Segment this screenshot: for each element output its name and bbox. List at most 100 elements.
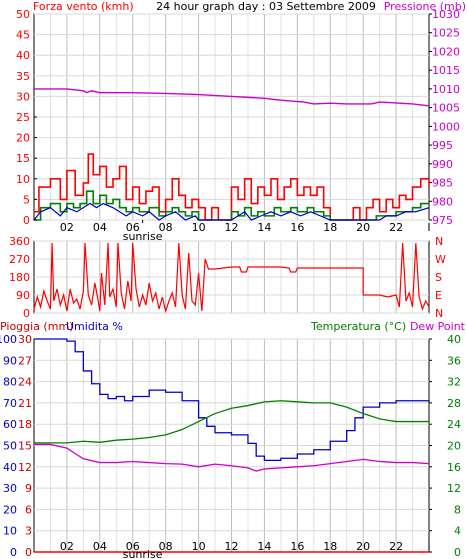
- temperature-y-tick-label: 16: [447, 461, 461, 474]
- humidity-y-tick-label: 100: [0, 333, 17, 346]
- rain-y-tick-label: 24: [18, 376, 32, 389]
- x-tick-label: 06: [126, 221, 140, 234]
- x-tick-label: 12: [225, 540, 239, 553]
- x-tick-label: 10: [192, 540, 206, 553]
- wind-y-tick-label: 50: [16, 8, 30, 21]
- rain-y-tick-label: 21: [18, 397, 32, 410]
- temperature-y-tick-label: 36: [447, 354, 461, 367]
- x-tick-label: 16: [290, 540, 304, 553]
- x-tick-label: 04: [93, 221, 107, 234]
- rain-y-tick-label: 30: [18, 333, 32, 346]
- x-tick-label: I: [427, 540, 430, 553]
- wind-y-tick-label: 0: [23, 214, 30, 227]
- tick-labels-layer: 0510152025303540455097598098599099510001…: [0, 8, 461, 559]
- pressure-y-tick-label: 1015: [432, 64, 460, 77]
- rain-y-tick-label: 15: [18, 440, 32, 453]
- humidity-y-tick-label: 30: [3, 482, 17, 495]
- temperature-title: Temperatura (°C): [310, 320, 406, 333]
- humidity-y-tick-label: 10: [3, 525, 17, 538]
- wind-y-tick-label: 30: [16, 90, 30, 103]
- wind-direction-line: [33, 242, 430, 314]
- x-tick-label: 08: [159, 221, 173, 234]
- wind-y-tick-label: 10: [16, 173, 30, 186]
- wind-y-tick-label: 15: [16, 152, 30, 165]
- pressure-y-tick-label: 1000: [432, 120, 460, 133]
- direction-y-tick-label: 180: [9, 271, 30, 284]
- humidity-y-tick-label: 50: [3, 440, 17, 453]
- x-tick-label: I: [427, 221, 430, 234]
- pressure-line: [34, 88, 430, 107]
- dewpoint-title: Dew Point: [410, 320, 466, 333]
- compass-label: N: [435, 307, 443, 320]
- humidity-y-tick-label: 20: [3, 503, 17, 516]
- x-tick-label: 02: [60, 540, 74, 553]
- pressure-y-tick-label: 1030: [432, 8, 460, 21]
- rain-y-tick-label: 3: [25, 525, 32, 538]
- pressure-y-tick-label: 995: [432, 139, 453, 152]
- temperature-y-tick-label: 40: [447, 333, 461, 346]
- wind-y-tick-label: 5: [23, 193, 30, 206]
- x-tick-label: 10: [192, 221, 206, 234]
- direction-y-tick-label: 90: [16, 289, 30, 302]
- pressure-y-tick-label: 1020: [432, 45, 460, 58]
- wind-avg-line: [33, 202, 430, 221]
- dewpoint-line: [34, 443, 430, 472]
- temperature-y-tick-label: 24: [447, 418, 461, 431]
- series-layer: [33, 88, 430, 553]
- pressure-y-tick-label: 1005: [432, 102, 460, 115]
- direction-y-tick-label: 0: [23, 307, 30, 320]
- temperature-y-tick-label: 8: [454, 503, 461, 516]
- x-tick-label: 08: [159, 540, 173, 553]
- wind-y-tick-label: 20: [16, 132, 30, 145]
- compass-label: W: [435, 253, 446, 266]
- x-tick-label: 20: [356, 540, 370, 553]
- humidity-y-tick-label: 60: [3, 418, 17, 431]
- compass-label: N: [435, 235, 443, 248]
- temperature-y-tick-label: 32: [447, 376, 461, 389]
- pressure-y-tick-label: 990: [432, 158, 453, 171]
- temperature-line: [34, 400, 429, 444]
- temperature-y-tick-label: 28: [447, 397, 461, 410]
- x-tick-label: 02: [60, 221, 74, 234]
- wind-y-tick-label: 35: [16, 70, 30, 83]
- direction-y-tick-label: 270: [9, 253, 30, 266]
- wind-y-tick-label: 40: [16, 49, 30, 62]
- rain-y-tick-label: 6: [25, 503, 32, 516]
- temperature-y-tick-label: 12: [447, 482, 461, 495]
- rain-y-tick-label: 0: [25, 546, 32, 559]
- humidity-y-tick-label: 70: [3, 397, 17, 410]
- wind-title: Forza vento (kmh): [33, 0, 134, 13]
- rain-y-tick-label: 12: [18, 461, 32, 474]
- humidity-y-tick-label: 90: [3, 354, 17, 367]
- direction-y-tick-label: 360: [9, 235, 30, 248]
- x-tick-label: 14: [257, 540, 271, 553]
- wind-speed-line: [34, 190, 429, 221]
- sunrise-label: sunrise: [123, 230, 163, 243]
- pressure-y-tick-label: 980: [432, 195, 453, 208]
- x-tick-label: 06: [126, 540, 140, 553]
- x-tick-label: 14: [257, 221, 271, 234]
- wind-y-tick-label: 25: [16, 111, 30, 124]
- wind-y-tick-label: 45: [16, 29, 30, 42]
- temperature-y-tick-label: 0: [454, 546, 461, 559]
- humidity-y-tick-label: 40: [3, 461, 17, 474]
- pressure-y-tick-label: 1010: [432, 83, 460, 96]
- humidity-y-tick-label: 80: [3, 376, 17, 389]
- graph-title: 24 hour graph day : 03 Settembre 2009: [156, 0, 376, 13]
- x-tick-label: 16: [290, 221, 304, 234]
- temperature-y-tick-label: 20: [447, 440, 461, 453]
- x-tick-label: 18: [323, 221, 337, 234]
- rain-y-tick-label: 27: [18, 354, 32, 367]
- x-tick-label: 04: [93, 540, 107, 553]
- humidity-line: [34, 338, 430, 462]
- x-tick-label: 20: [356, 221, 370, 234]
- pressure-y-tick-label: 985: [432, 177, 453, 190]
- x-tick-label: 22: [389, 540, 403, 553]
- sunrise-label: sunrise: [123, 548, 163, 559]
- pressure-title: Pressione (mb): [384, 0, 466, 13]
- x-tick-label: 18: [323, 540, 337, 553]
- humidity-y-tick-label: 0: [10, 546, 17, 559]
- compass-label: E: [435, 289, 442, 302]
